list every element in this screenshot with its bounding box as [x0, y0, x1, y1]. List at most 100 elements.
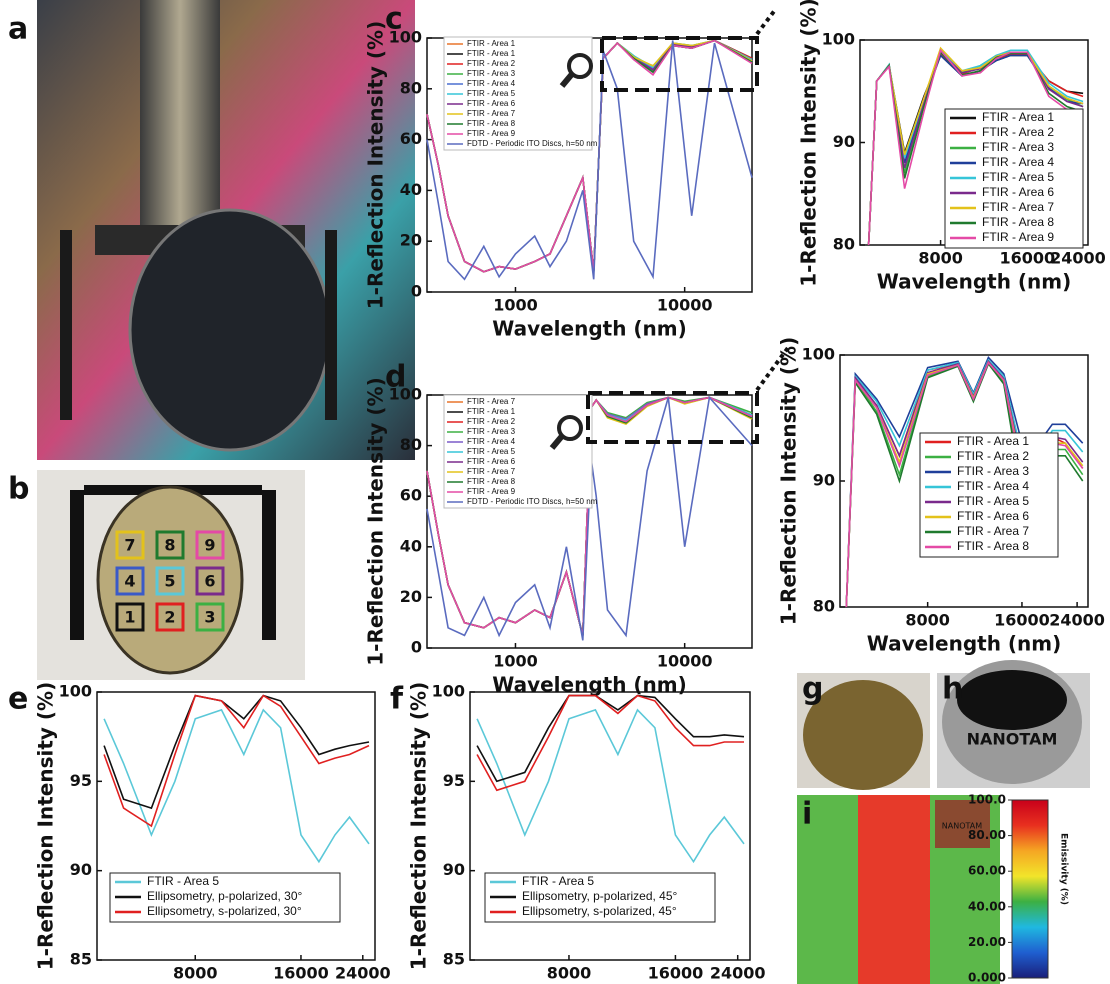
legend-label: FTIR - Area 1	[467, 407, 516, 416]
x-tick-label: 1000	[493, 652, 538, 671]
y-axis-label: 1-Reflection Intensity (%)	[407, 682, 431, 970]
panel-label: f	[390, 682, 404, 717]
y-tick-label: 60	[400, 486, 422, 505]
y-tick-label: 90	[443, 860, 465, 879]
legend-label: FTIR - Area 2	[467, 59, 516, 68]
legend-label: FTIR - Area 1	[467, 39, 516, 48]
page: Figure {"chart_data": [ {"type": "line",…	[0, 0, 1110, 984]
x-tick-label: 8000	[905, 611, 950, 630]
x-tick-label: 24000	[1049, 611, 1105, 630]
series-line	[104, 696, 369, 809]
figure: a b g NANOTAM h NANOTAM i 78945612302040…	[0, 0, 1110, 984]
legend-label: FTIR - Area 9	[982, 230, 1054, 244]
colorbar-tick-label: 60.00	[968, 864, 1006, 878]
y-tick-label: 90	[813, 471, 835, 490]
y-axis-label: 1-Reflection Intensity (%)	[34, 682, 58, 970]
legend-label: FDTD - Periodic ITO Discs, h=50 nm	[467, 497, 598, 506]
x-tick-label: 24000	[335, 964, 391, 983]
legend-label: FTIR - Area 7	[467, 109, 516, 118]
y-tick-label: 20	[400, 231, 422, 250]
legend-label: FTIR - Area 7	[957, 524, 1029, 538]
series-line	[477, 696, 744, 791]
y-axis-label: 1-Reflection Intensity (%)	[797, 0, 821, 287]
legend-label: FTIR - Area 8	[982, 215, 1054, 229]
x-tick-label: 24000	[710, 964, 766, 983]
legend-label: FTIR - Area 6	[467, 99, 516, 108]
area-label: 9	[204, 536, 215, 555]
colorbar-tick-label: 100.0	[968, 793, 1006, 807]
zoom-link	[757, 10, 775, 34]
photo-text: NANOTAM	[967, 730, 1058, 749]
y-tick-label: 90	[70, 860, 92, 879]
colorbar	[1012, 800, 1048, 978]
area-label: 5	[164, 572, 175, 591]
legend-label: FDTD - Periodic ITO Discs, h=50 nm	[467, 139, 598, 148]
panel-label: g	[802, 672, 823, 707]
x-tick-label: 10000	[657, 296, 713, 315]
y-tick-label: 100	[432, 682, 465, 701]
area-label: 4	[124, 572, 135, 591]
panel-label: i	[802, 797, 812, 832]
x-tick-label: 8000	[547, 964, 592, 983]
colorbar-tick-label: 80.00	[968, 828, 1006, 842]
y-tick-label: 0	[411, 282, 422, 301]
legend-label: FTIR - Area 7	[982, 200, 1054, 214]
legend-label: FTIR - Area 9	[467, 129, 516, 138]
legend-label: FTIR - Area 1	[957, 434, 1029, 448]
area-label: 8	[164, 536, 175, 555]
legend-label: FTIR - Area 5	[522, 874, 594, 888]
y-tick-label: 100	[802, 345, 835, 364]
legend-label: FTIR - Area 1	[467, 49, 516, 58]
y-tick-label: 0	[411, 638, 422, 657]
area-label: 6	[204, 572, 215, 591]
x-axis-label: Wavelength (nm)	[492, 673, 687, 697]
legend-label: FTIR - Area 3	[467, 427, 516, 436]
area-label: 3	[204, 608, 215, 627]
x-tick-label: 16000	[648, 964, 704, 983]
legend-label: Ellipsometry, s-polarized, 30°	[147, 904, 302, 918]
legend-label: FTIR - Area 4	[957, 479, 1029, 493]
x-tick-label: 8000	[173, 964, 218, 983]
legend-label: FTIR - Area 8	[467, 477, 516, 486]
colorbar-tick-label: 40.00	[968, 899, 1006, 913]
x-tick-label: 8000	[918, 249, 963, 268]
legend-label: FTIR - Area 6	[982, 185, 1054, 199]
colorbar-tick-label: 0.000	[968, 971, 1006, 984]
y-tick-label: 80	[400, 78, 422, 97]
y-tick-label: 90	[833, 132, 855, 151]
body: a b g NANOTAM h NANOTAM i 78945612302040…	[0, 0, 1110, 984]
y-tick-label: 40	[400, 180, 422, 199]
x-axis-label: Wavelength (nm)	[877, 270, 1072, 294]
legend-label: FTIR - Area 4	[982, 155, 1054, 169]
legend-label: FTIR - Area 8	[467, 119, 516, 128]
legend-label: Ellipsometry, s-polarized, 45°	[522, 904, 677, 918]
series-line	[104, 710, 369, 862]
legend-label: FTIR - Area 4	[467, 437, 516, 446]
x-tick-label: 10000	[657, 652, 713, 671]
magnifier	[559, 417, 581, 439]
legend-label: FTIR - Area 6	[957, 509, 1029, 523]
magnifier	[569, 55, 591, 77]
colorbar-tick-label: 20.00	[968, 935, 1006, 949]
y-tick-label: 80	[400, 435, 422, 454]
panel-label: b	[8, 472, 29, 507]
legend-label: FTIR - Area 8	[957, 539, 1029, 553]
y-tick-label: 100	[59, 682, 92, 701]
panel-label: d	[385, 360, 406, 395]
y-axis-label: 1-Reflection Intensity (%)	[364, 377, 388, 665]
legend-label: FTIR - Area 5	[982, 170, 1054, 184]
area-label: 7	[124, 536, 135, 555]
area-label: 1	[124, 608, 135, 627]
legend-label: Ellipsometry, p-polarized, 45°	[522, 889, 678, 903]
y-axis-label: 1-Reflection Intensity (%)	[364, 21, 388, 309]
x-axis-label: Wavelength (nm)	[492, 317, 687, 341]
y-tick-label: 20	[400, 587, 422, 606]
series-line	[477, 710, 744, 862]
x-tick-label: 24000	[1050, 249, 1106, 268]
legend-label: FTIR - Area 3	[467, 69, 516, 78]
y-tick-label: 100	[822, 30, 855, 49]
legend-label: FTIR - Area 2	[467, 417, 516, 426]
y-tick-label: 80	[833, 235, 855, 254]
legend-label: FTIR - Area 4	[467, 79, 516, 88]
legend-label: FTIR - Area 3	[982, 140, 1054, 154]
